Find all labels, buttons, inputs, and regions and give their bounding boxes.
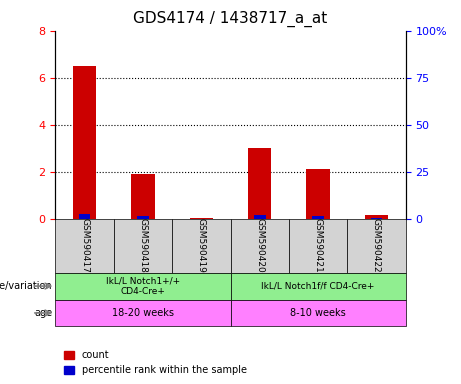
Text: 8-10 weeks: 8-10 weeks bbox=[290, 308, 346, 318]
Title: GDS4174 / 1438717_a_at: GDS4174 / 1438717_a_at bbox=[133, 10, 328, 26]
FancyBboxPatch shape bbox=[114, 219, 172, 273]
Bar bbox=[137, 216, 149, 219]
FancyBboxPatch shape bbox=[230, 219, 289, 273]
Text: age: age bbox=[34, 308, 53, 318]
Text: GSM590419: GSM590419 bbox=[197, 218, 206, 273]
Bar bbox=[131, 174, 154, 219]
FancyBboxPatch shape bbox=[289, 219, 347, 273]
Bar bbox=[307, 169, 330, 219]
Bar bbox=[189, 218, 213, 219]
Bar bbox=[371, 218, 382, 219]
Bar bbox=[73, 66, 96, 219]
Text: GSM590422: GSM590422 bbox=[372, 218, 381, 273]
Bar bbox=[365, 215, 388, 219]
Text: GSM590421: GSM590421 bbox=[313, 218, 323, 273]
Text: IkL/L Notch1f/f CD4-Cre+: IkL/L Notch1f/f CD4-Cre+ bbox=[261, 281, 375, 291]
FancyBboxPatch shape bbox=[230, 273, 406, 300]
FancyBboxPatch shape bbox=[347, 219, 406, 273]
Bar bbox=[312, 216, 324, 219]
FancyBboxPatch shape bbox=[55, 300, 230, 326]
FancyBboxPatch shape bbox=[230, 300, 406, 326]
FancyBboxPatch shape bbox=[55, 219, 114, 273]
FancyBboxPatch shape bbox=[55, 273, 230, 300]
Bar bbox=[254, 215, 266, 219]
Text: 18-20 weeks: 18-20 weeks bbox=[112, 308, 174, 318]
Text: GSM590420: GSM590420 bbox=[255, 218, 264, 273]
Text: genotype/variation: genotype/variation bbox=[0, 281, 53, 291]
Legend: count, percentile rank within the sample: count, percentile rank within the sample bbox=[60, 346, 250, 379]
Bar bbox=[79, 214, 90, 219]
FancyBboxPatch shape bbox=[172, 219, 230, 273]
Text: GSM590417: GSM590417 bbox=[80, 218, 89, 273]
Text: GSM590418: GSM590418 bbox=[138, 218, 148, 273]
Text: IkL/L Notch1+/+
CD4-Cre+: IkL/L Notch1+/+ CD4-Cre+ bbox=[106, 276, 180, 296]
Bar bbox=[248, 148, 272, 219]
